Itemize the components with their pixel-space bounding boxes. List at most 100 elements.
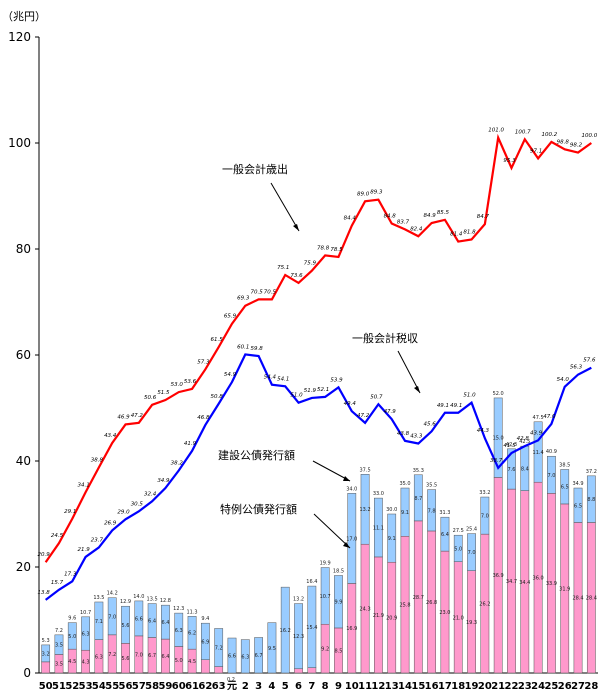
bar-total-label: 11.3 bbox=[186, 609, 197, 615]
bar-deficit-label: 21.0 bbox=[453, 615, 464, 621]
bar-construction-label: 8.7 bbox=[414, 496, 422, 502]
bar-construction-label: 6.4 bbox=[441, 532, 449, 538]
x-tick-label: 28 bbox=[584, 681, 598, 692]
bar-total-label: 34.9 bbox=[572, 481, 583, 487]
arrow-construction-head bbox=[343, 476, 350, 481]
bar-deficit-label: 4.3 bbox=[82, 660, 90, 666]
expenditure-value-label: 46.9 bbox=[117, 414, 130, 420]
tax-value-label: 45.6 bbox=[424, 421, 437, 427]
annotation-tax-revenue: 一般会計税収 bbox=[352, 331, 418, 345]
arrow-deficit-head bbox=[343, 542, 350, 548]
x-tick-label: 58 bbox=[145, 681, 159, 692]
bar-deficit-label: 8.5 bbox=[334, 648, 342, 654]
expenditure-value-label: 69.3 bbox=[237, 296, 250, 302]
y-unit-label: （兆円） bbox=[2, 10, 46, 23]
bar-deficit-label: 6.3 bbox=[95, 654, 103, 660]
bar-deficit-label: 28.7 bbox=[413, 595, 424, 601]
bar-deficit-label: 28.4 bbox=[572, 596, 583, 602]
bar-total-label: 5.3 bbox=[42, 638, 50, 644]
bar-total-label: 37.2 bbox=[586, 469, 597, 475]
bar-total-label: 13.5 bbox=[93, 595, 104, 601]
expenditure-value-label: 38.8 bbox=[91, 457, 104, 463]
bar-total-label: 35.3 bbox=[413, 468, 424, 474]
bar-construction-label: 12.3 bbox=[293, 634, 304, 640]
bar-deficit-label: 3.5 bbox=[55, 662, 63, 668]
arrow-expenditure bbox=[270, 182, 300, 232]
bar-deficit-bond bbox=[41, 661, 51, 674]
bar-construction-label: 7.1 bbox=[95, 619, 103, 625]
bar-deficit-label: 5.6 bbox=[122, 656, 130, 662]
bar-deficit-bond bbox=[294, 668, 303, 674]
bar-total-label: 42.5 bbox=[519, 439, 530, 445]
tax-value-label: 54.1 bbox=[277, 376, 289, 382]
arrow-construction bbox=[312, 460, 351, 482]
tax-value-label: 30.5 bbox=[131, 501, 144, 507]
x-tick-label: 24 bbox=[531, 681, 545, 692]
expenditure-value-label: 83.7 bbox=[397, 219, 410, 225]
arrow-expenditure-head bbox=[293, 224, 299, 231]
x-tick-label: 2 bbox=[242, 681, 249, 692]
bar-total-label: 33.2 bbox=[479, 490, 490, 496]
bar-deficit-label: 34.4 bbox=[519, 580, 530, 586]
bar-construction-label: 5.0 bbox=[68, 634, 76, 640]
bar-construction-label: 5.6 bbox=[122, 623, 130, 629]
expenditure-value-label: 57.3 bbox=[197, 359, 210, 365]
tax-value-label: 44.3 bbox=[477, 428, 490, 434]
bar-deficit-bond bbox=[307, 667, 317, 674]
bar-deficit-label: 7.0 bbox=[135, 652, 143, 658]
bar-deficit-label: 26.8 bbox=[426, 600, 437, 606]
x-tick-label: 56 bbox=[119, 681, 133, 692]
tax-value-label: 53.9 bbox=[330, 377, 343, 383]
bar-construction-label: 7.0 bbox=[481, 514, 489, 520]
bar-construction-bond bbox=[320, 567, 330, 625]
bar-construction-bond bbox=[147, 603, 157, 638]
bar-construction-bond bbox=[573, 487, 583, 523]
tax-value-label: 56.3 bbox=[570, 365, 583, 371]
bar-total-label: 7.2 bbox=[55, 628, 63, 634]
x-tick-label: 23 bbox=[518, 681, 532, 692]
expenditure-value-label: 29.1 bbox=[64, 509, 76, 515]
bar-construction-label: 6.7 bbox=[255, 653, 263, 659]
bar-construction-label: 7.2 bbox=[215, 646, 223, 652]
bar-construction-bond bbox=[67, 622, 77, 650]
x-tick-label: 4 bbox=[268, 681, 275, 692]
x-tick-label: 3 bbox=[255, 681, 262, 692]
x-tick-label: 51 bbox=[52, 681, 66, 692]
y-tick-label: 120 bbox=[8, 30, 31, 44]
bar-total-label: 34.0 bbox=[346, 486, 357, 492]
annotation-construction-bonds: 建設公債発行額 bbox=[218, 448, 295, 462]
x-tick-label: 13 bbox=[385, 681, 399, 692]
bar-construction-label: 5.0 bbox=[454, 546, 462, 552]
expenditure-value-label: 89.0 bbox=[357, 191, 370, 197]
bar-construction-label: 6.4 bbox=[161, 620, 169, 626]
bar-total-label: 27.5 bbox=[453, 528, 464, 534]
tax-value-label: 13.8 bbox=[38, 590, 51, 596]
bar-total-label: 16.4 bbox=[306, 579, 317, 585]
arrow-tax-head bbox=[414, 386, 420, 393]
x-tick-label: 18 bbox=[451, 681, 465, 692]
tax-value-label: 57.6 bbox=[583, 358, 596, 364]
expenditure-value-label: 73.6 bbox=[290, 273, 303, 279]
bar-construction-label: 7.0 bbox=[108, 614, 116, 620]
x-tick-label: 50 bbox=[39, 681, 53, 692]
bar-construction-bond bbox=[413, 474, 423, 522]
tax-value-label: 34.9 bbox=[157, 478, 170, 484]
bar-construction-label: 7.6 bbox=[508, 467, 516, 473]
bar-deficit-label: 23.0 bbox=[439, 610, 450, 616]
arrow-deficit bbox=[313, 513, 351, 549]
tax-value-label: 49.4 bbox=[344, 401, 357, 407]
y-tick-label: 40 bbox=[16, 454, 31, 468]
tax-value-label: 60.1 bbox=[237, 344, 249, 350]
bar-construction-bond bbox=[161, 604, 170, 640]
expenditure-value-label: 100.0 bbox=[581, 133, 597, 139]
bar-deficit-label: 24.3 bbox=[360, 607, 371, 613]
expenditure-value-label: 75.9 bbox=[304, 261, 317, 267]
bar-total-label: 12.8 bbox=[160, 598, 171, 604]
bar-construction-bond bbox=[307, 585, 317, 668]
bar-construction-bond bbox=[41, 644, 51, 663]
expenditure-value-label: 95.3 bbox=[503, 158, 516, 164]
bar-deficit-label: 9.2 bbox=[321, 647, 329, 653]
expenditure-value-label: 81.4 bbox=[450, 232, 463, 238]
bar-construction-bond bbox=[134, 600, 144, 637]
bar-construction-bond bbox=[547, 455, 556, 494]
